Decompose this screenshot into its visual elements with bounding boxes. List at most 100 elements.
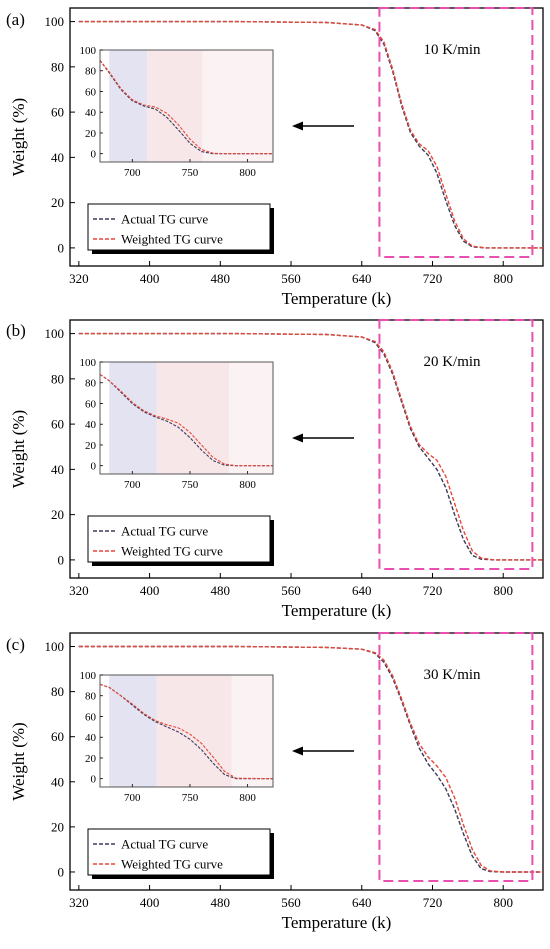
inset-weighted-line: [99, 373, 273, 467]
legend-label-actual: Actual TG curve: [121, 837, 208, 852]
y-tick-label: 0: [58, 240, 65, 255]
panel-label: (c): [6, 635, 25, 654]
inset-x-tick-label: 700: [124, 792, 141, 804]
inset-frame: [99, 674, 274, 788]
plot-frame: [69, 632, 544, 891]
x-tick-label: 480: [211, 271, 231, 286]
legend-label-weighted: Weighted TG curve: [121, 232, 223, 247]
weighted-tg-line: [78, 20, 543, 249]
inset-x-tick-label: 800: [239, 792, 256, 804]
x-tick-label: 720: [423, 895, 443, 910]
inset-y-tick-label: 0: [91, 461, 97, 473]
inset-frame: [99, 49, 274, 163]
inset-x-tick-label: 800: [239, 167, 256, 179]
panel-label: (b): [6, 321, 26, 340]
x-axis-label: Temperature (k): [282, 601, 392, 620]
inset-y-tick-label: 0: [91, 149, 97, 161]
y-tick-label: 80: [51, 59, 64, 74]
inset-y-tick-label: 20: [85, 128, 97, 140]
x-tick-label: 400: [140, 583, 160, 598]
inset-stage-band: [231, 675, 273, 787]
inset-stage-band: [229, 362, 273, 474]
x-tick-label: 800: [493, 271, 513, 286]
y-tick-label: 40: [51, 462, 64, 477]
arrow-head: [292, 746, 303, 756]
inset-x-tick-label: 750: [182, 167, 199, 179]
y-tick-label: 60: [51, 105, 64, 120]
legend-label-weighted: Weighted TG curve: [121, 544, 223, 559]
inset-y-tick-label: 100: [80, 357, 97, 369]
x-tick-label: 560: [281, 895, 301, 910]
y-tick-label: 80: [51, 371, 64, 386]
highlight-box: [378, 7, 534, 258]
inset-stage-band: [202, 50, 273, 162]
y-tick-label: 20: [51, 819, 64, 834]
inset-chart: 0 20 40 60 80 100 700 750 800: [80, 670, 274, 804]
x-tick-label: 320: [69, 271, 89, 286]
legend: Actual TG curve Weighted TG curve: [87, 828, 274, 879]
heating-rate-label: 10 K/min: [423, 42, 481, 58]
weighted-tg-line: [78, 332, 543, 561]
legend-label-actual: Actual TG curve: [121, 212, 208, 227]
legend: Actual TG curve Weighted TG curve: [87, 203, 274, 254]
x-tick-label: 640: [352, 583, 372, 598]
inset-frame: [99, 361, 274, 475]
inset-x-tick-label: 750: [182, 479, 199, 491]
highlight-box: [378, 632, 534, 882]
inset-x-tick-label: 700: [124, 479, 141, 491]
inset-actual-line: [99, 373, 273, 467]
inset-x-tick-label: 700: [124, 167, 141, 179]
y-tick-label: 0: [58, 864, 65, 879]
x-tick-label: 560: [281, 271, 301, 286]
legend-box: [87, 203, 271, 251]
inset-y-tick-label: 60: [85, 398, 97, 410]
inset-y-tick-label: 80: [85, 691, 97, 703]
arrow-head: [292, 121, 303, 131]
legend: Actual TG curve Weighted TG curve: [87, 515, 274, 566]
inset-y-tick-label: 80: [85, 378, 97, 390]
legend-label-weighted: Weighted TG curve: [121, 857, 223, 872]
y-tick-label: 60: [51, 729, 64, 744]
x-tick-label: 640: [352, 271, 372, 286]
legend-box: [87, 828, 271, 876]
panel-label: (a): [6, 10, 25, 29]
inset-y-tick-label: 100: [80, 670, 97, 682]
x-tick-label: 800: [493, 895, 513, 910]
inset-stage-band: [109, 675, 157, 787]
inset-x-tick-label: 750: [182, 792, 199, 804]
inset-stage-band: [109, 50, 148, 162]
y-tick-label: 40: [51, 150, 64, 165]
x-axis-label: Temperature (k): [282, 289, 392, 308]
plot-frame: [69, 319, 544, 579]
inset-weighted-line: [99, 60, 273, 155]
y-tick-label: 100: [45, 14, 65, 29]
x-tick-label: 400: [140, 895, 160, 910]
heating-rate-label: 30 K/min: [423, 667, 481, 683]
inset-y-tick-label: 40: [85, 419, 97, 431]
inset-stage-band: [156, 362, 230, 474]
inset-x-tick-label: 800: [239, 479, 256, 491]
y-tick-label: 60: [51, 417, 64, 432]
x-tick-label: 640: [352, 895, 372, 910]
legend-label-actual: Actual TG curve: [121, 524, 208, 539]
y-tick-label: 40: [51, 774, 64, 789]
highlight-box: [378, 319, 534, 570]
x-tick-label: 480: [211, 895, 231, 910]
y-tick-label: 20: [51, 507, 64, 522]
x-axis-label: Temperature (k): [282, 913, 392, 932]
inset-chart: 0 20 40 60 80 100 700 750 800: [80, 357, 274, 491]
inset-y-tick-label: 60: [85, 711, 97, 723]
legend-box: [87, 515, 271, 563]
y-tick-label: 20: [51, 195, 64, 210]
x-tick-label: 720: [423, 271, 443, 286]
inset-actual-line: [99, 683, 273, 780]
y-tick-label: 80: [51, 684, 64, 699]
x-tick-label: 800: [493, 583, 513, 598]
y-tick-label: 100: [45, 639, 65, 654]
inset-stage-band: [156, 675, 232, 787]
x-tick-label: 720: [423, 583, 443, 598]
x-tick-label: 480: [211, 583, 231, 598]
